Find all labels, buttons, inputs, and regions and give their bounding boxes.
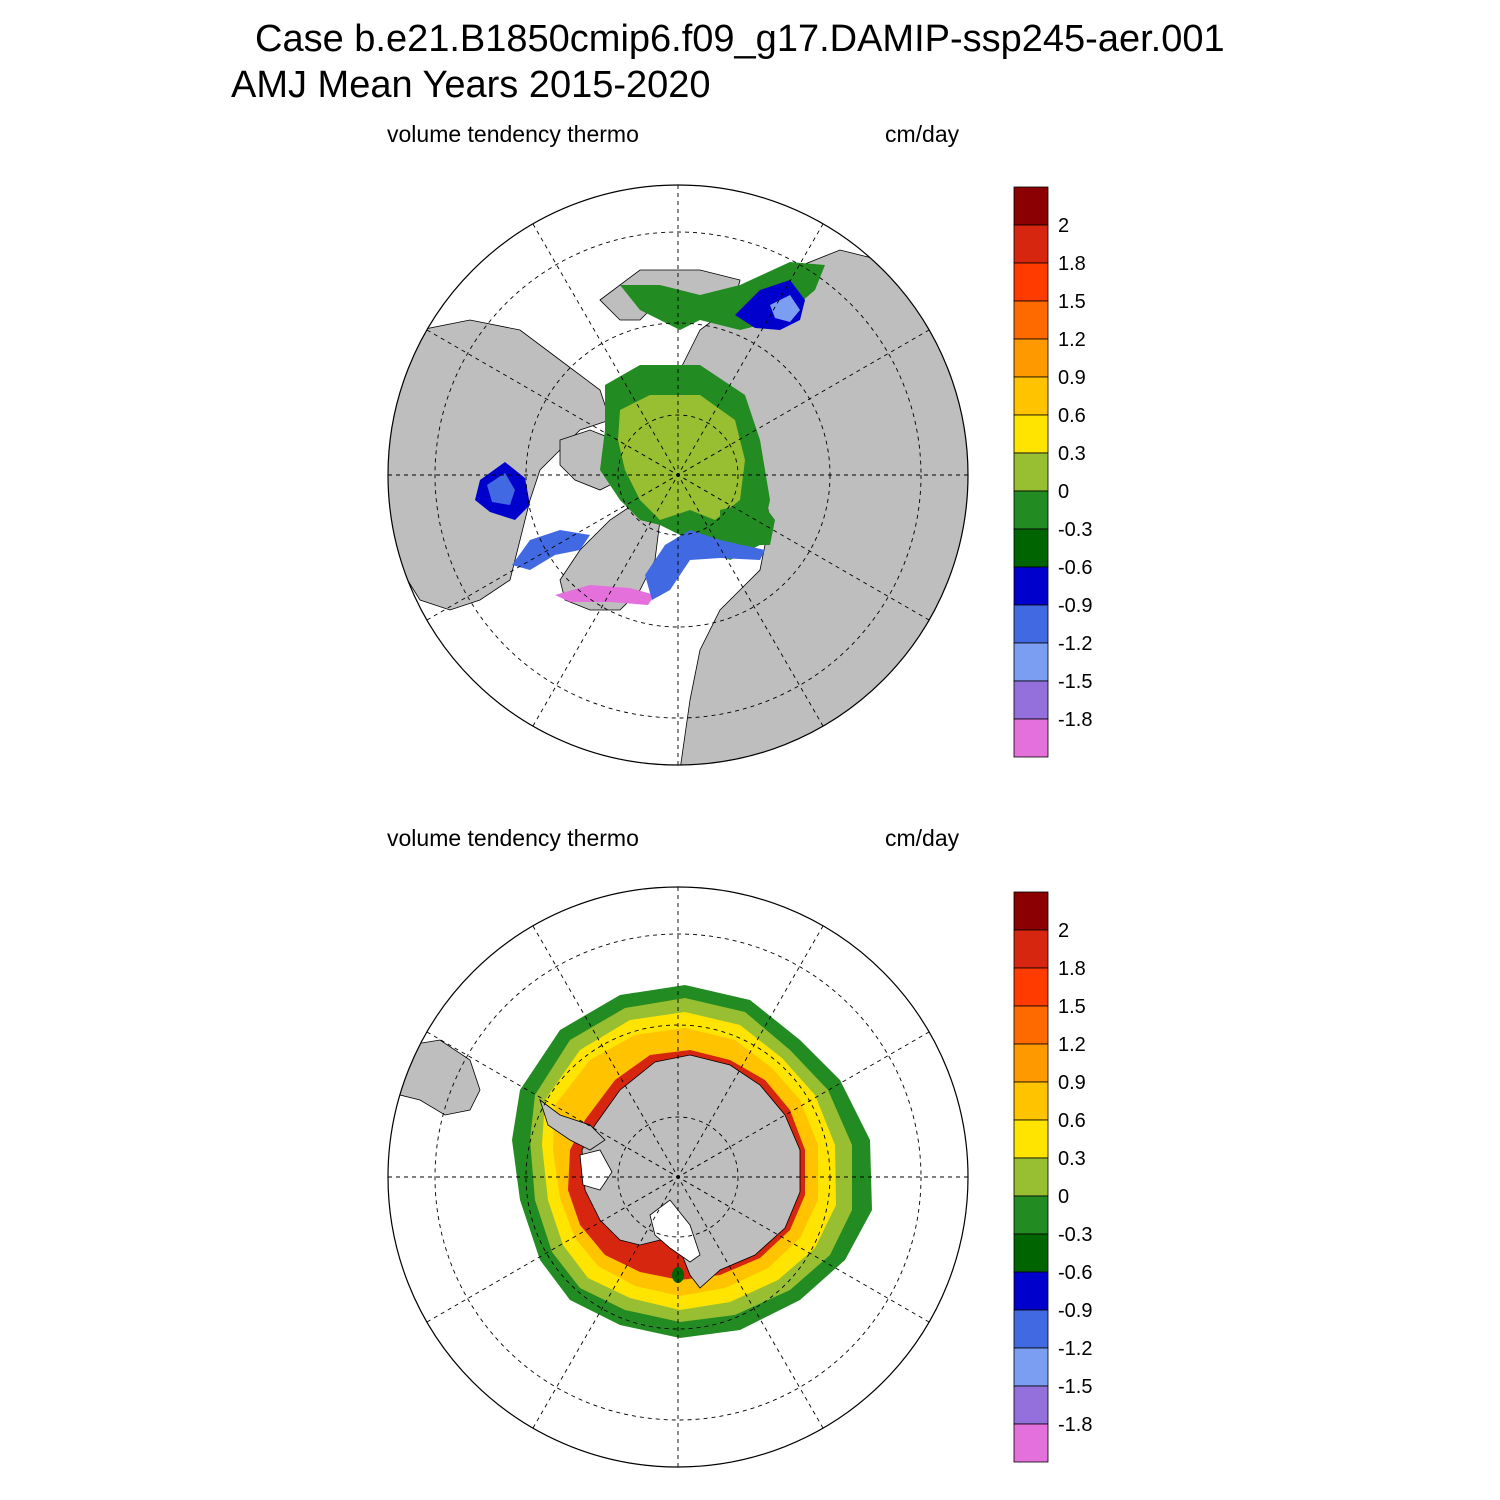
panel-south-variable-label: volume tendency thermo (387, 825, 639, 851)
south-colorbar-label: 1.8 (1058, 958, 1086, 980)
south-colorbar-label: 1.2 (1058, 1034, 1086, 1056)
north-ice-hudson-light (487, 473, 515, 505)
north-colorbar-swatch (1013, 186, 1049, 226)
south-colorbar-label: 1.5 (1058, 996, 1086, 1018)
north-ice-labrador-pink (555, 585, 655, 605)
south-colorbar-label: -1.5 (1058, 1376, 1092, 1398)
north-graticule (388, 185, 968, 765)
north-colorbar-swatch (1013, 414, 1049, 454)
south-colorbar-label: -1.2 (1058, 1338, 1092, 1360)
south-colorbar-swatch (1013, 1157, 1049, 1197)
panel-south-units-label: cm/day (885, 825, 960, 851)
south-colorbar-label: 2 (1058, 920, 1069, 942)
panel-north-units-label: cm/day (885, 121, 960, 147)
north-colorbar-label: -1.2 (1058, 633, 1092, 655)
south-colorbar-swatch (1013, 1043, 1049, 1083)
case-title: Case b.e21.B1850cmip6.f09_g17.DAMIP-ssp2… (255, 18, 1225, 60)
south-colorbar-swatch (1013, 891, 1049, 931)
north-colorbar-label: 1.5 (1058, 291, 1086, 313)
south-colorbar-swatch (1013, 967, 1049, 1007)
south-colorbar-swatch (1013, 1385, 1049, 1425)
north-colorbar-label: 1.8 (1058, 253, 1086, 275)
south-colorbar-label: 0.6 (1058, 1110, 1086, 1132)
north-colorbar-swatch (1013, 452, 1049, 492)
north-colorbar-label: -0.3 (1058, 519, 1092, 541)
south-map-border (387, 886, 969, 1468)
north-colorbar-swatch (1013, 262, 1049, 302)
north-ice-greenland-sea (645, 530, 765, 600)
panel-north-variable-label: volume tendency thermo (387, 121, 639, 147)
north-polar-map: 2 1.8 1.5 1.2 0.9 0.6 0.3 0 -0.3 -0.6 -0.9 -1.2 -1.5… (387, 184, 1092, 766)
south-colorbar-swatch (1013, 1081, 1049, 1121)
south-colorbar-swatch (1013, 1309, 1049, 1349)
north-map-border (387, 184, 969, 766)
south-colorbar-label: -0.9 (1058, 1300, 1092, 1322)
north-colorbar: 2 1.8 1.5 1.2 0.9 0.6 0.3 0 -0.3 -0.6 -0.9 -1.2 -1.5… (1013, 186, 1092, 758)
north-colorbar-swatch (1013, 376, 1049, 416)
north-colorbar-swatch (1013, 300, 1049, 340)
south-colorbar-swatch (1013, 1005, 1049, 1045)
north-colorbar-label: -1.5 (1058, 671, 1092, 693)
north-colorbar-swatch (1013, 224, 1049, 264)
south-colorbar-swatch (1013, 1423, 1049, 1463)
south-polar-map: 2 1.8 1.5 1.2 0.9 0.6 0.3 0 -0.3 -0.6 -0.9 -1.2 -1.5… (387, 886, 1092, 1468)
south-ice-ross-white (649, 1199, 701, 1263)
north-ice-okhotsk-light (770, 295, 800, 322)
north-colorbar-swatch (1013, 604, 1049, 644)
south-land-antarctica (581, 1054, 801, 1289)
north-colorbar-swatch (1013, 680, 1049, 720)
north-colorbar-swatch (1013, 718, 1049, 758)
north-colorbar-label: -0.9 (1058, 595, 1092, 617)
south-colorbar-swatch (1013, 1347, 1049, 1387)
north-colorbar-label: -0.6 (1058, 557, 1092, 579)
south-colorbar-label: -0.6 (1058, 1262, 1092, 1284)
south-graticule (388, 887, 968, 1467)
north-colorbar-label: 0.6 (1058, 405, 1086, 427)
north-colorbar-label: -1.8 (1058, 709, 1092, 731)
north-colorbar-label: 0.9 (1058, 367, 1086, 389)
south-colorbar-label: 0.3 (1058, 1148, 1086, 1170)
south-colorbar-swatch (1013, 1271, 1049, 1311)
north-colorbar-label: 0 (1058, 481, 1069, 503)
south-colorbar: 2 1.8 1.5 1.2 0.9 0.6 0.3 0 -0.3 -0.6 -0.9 -1.2 -1.5… (1013, 891, 1092, 1463)
north-colorbar-label: 2 (1058, 215, 1069, 237)
south-land-south-america (394, 1039, 481, 1116)
south-colorbar-swatch (1013, 929, 1049, 969)
south-colorbar-label: 0.9 (1058, 1072, 1086, 1094)
south-colorbar-label: -0.3 (1058, 1224, 1092, 1246)
south-colorbar-swatch (1013, 1119, 1049, 1159)
south-colorbar-label: -1.8 (1058, 1414, 1092, 1436)
south-ice-weddell-white (579, 1149, 613, 1191)
north-colorbar-swatch (1013, 338, 1049, 378)
period-title: AMJ Mean Years 2015-2020 (231, 64, 711, 106)
south-colorbar-swatch (1013, 1233, 1049, 1273)
north-colorbar-swatch (1013, 566, 1049, 606)
south-land-peninsula (539, 1098, 606, 1151)
north-colorbar-swatch (1013, 642, 1049, 682)
north-ice-barents-green (720, 500, 775, 545)
south-colorbar-swatch (1013, 1195, 1049, 1235)
north-colorbar-label: 0.3 (1058, 443, 1086, 465)
north-colorbar-label: 1.2 (1058, 329, 1086, 351)
north-colorbar-swatch (1013, 490, 1049, 530)
south-colorbar-label: 0 (1058, 1186, 1069, 1208)
north-colorbar-swatch (1013, 528, 1049, 568)
